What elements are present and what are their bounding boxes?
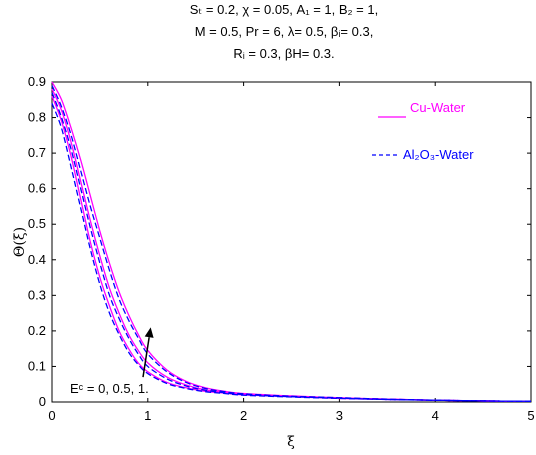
x-tick-label: 4 [432, 408, 439, 423]
y-tick-label: 0.9 [28, 74, 46, 89]
parameter-text-block: Sₜ = 0.2, χ = 0.05, A₁ = 1, B₂ = 1, M = … [190, 2, 378, 61]
y-tick-label: 0.1 [28, 358, 46, 373]
y-tick-label: 0.6 [28, 181, 46, 196]
parameter-line-3: Rᵢ = 0.3, βH= 0.3. [233, 46, 334, 61]
al2o3-water-curve-ec-0-5 [51, 92, 532, 402]
legend-label-al2o3-water: Al₂O₃-Water [403, 147, 474, 162]
y-tick-label: 0.3 [28, 287, 46, 302]
y-tick-label: 0.4 [28, 252, 46, 267]
x-tick-label: 0 [48, 408, 55, 423]
y-axis: 0 0.1 0.2 0.3 0.4 0.5 0.6 0.7 0.8 0.9 [28, 74, 531, 409]
x-tick-label: 1 [144, 408, 151, 423]
y-tick-label: 0.2 [28, 323, 46, 338]
annotation-label: Eᶜ = 0, 0.5, 1. [70, 381, 149, 396]
series-layer [51, 81, 532, 402]
y-axis-label: Θ(ξ) [12, 227, 28, 257]
al2o3-water-curve-ec-1 [51, 85, 532, 402]
x-tick-label: 2 [240, 408, 247, 423]
parameter-line-1: Sₜ = 0.2, χ = 0.05, A₁ = 1, B₂ = 1, [190, 2, 378, 17]
parameter-line-2: M = 0.5, Pr = 6, λ= 0.5, βᵢ= 0.3, [195, 24, 374, 39]
legend: Cu-Water Al₂O₃-Water [372, 100, 474, 162]
y-tick-label: 0 [39, 394, 46, 409]
y-tick-label: 0.7 [28, 145, 46, 160]
annotation-arrow-shaft [142, 337, 150, 378]
plot-area-frame [51, 81, 532, 403]
annotation-arrow-head [144, 327, 154, 338]
ec-annotation: Eᶜ = 0, 0.5, 1. [70, 327, 154, 396]
y-tick-label: 0.5 [28, 216, 46, 231]
x-tick-label: 3 [336, 408, 343, 423]
x-axis: 0 1 2 3 4 5 [48, 82, 535, 423]
x-axis-label: ξ [287, 434, 295, 450]
legend-label-cu-water: Cu-Water [410, 100, 466, 115]
x-tick-label: 5 [527, 408, 534, 423]
y-tick-label: 0.8 [28, 110, 46, 125]
